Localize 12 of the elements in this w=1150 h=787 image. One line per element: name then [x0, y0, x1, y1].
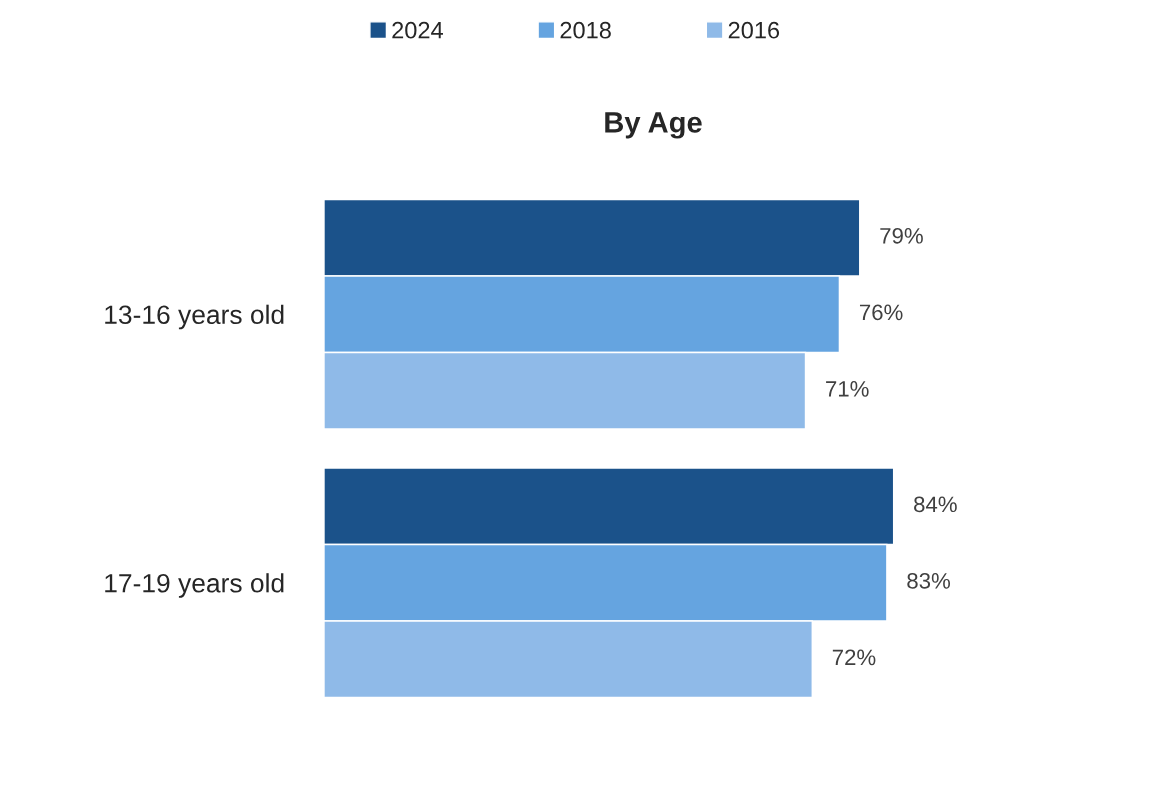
- data-label: 84%: [914, 496, 957, 513]
- data-label: 76%: [859, 304, 903, 321]
- y-tick-label: 17-19 years old: [105, 573, 284, 598]
- legend-label: 2024: [392, 21, 443, 39]
- data-label: 79%: [880, 227, 923, 244]
- data-label: 83%: [907, 572, 950, 589]
- chart-title: By Age: [605, 112, 702, 139]
- legend-label: 2018: [560, 21, 611, 39]
- legend-label: 2016: [728, 21, 780, 39]
- data-label: 71%: [826, 381, 869, 397]
- y-tick-label: 13-16 years old: [105, 304, 284, 330]
- data-label: 72%: [832, 649, 876, 666]
